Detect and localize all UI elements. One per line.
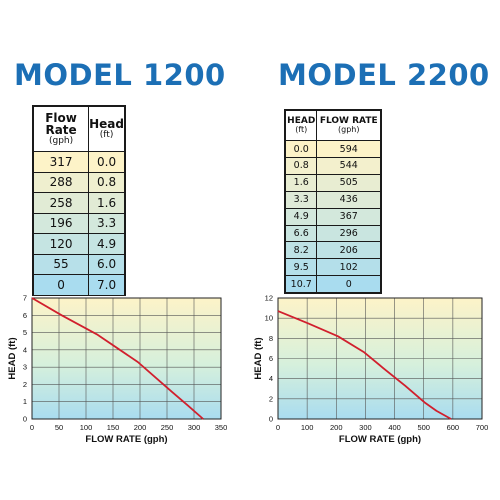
y-tick-label: 4 (269, 374, 273, 383)
y-tick-label: 2 (23, 380, 27, 389)
head-header: HEAD (ft) (285, 110, 318, 142)
model-2200-title: MODEL 2200 (278, 58, 490, 92)
x-tick-label: 300 (359, 423, 372, 432)
head-header: Head (ft) (88, 106, 125, 152)
x-tick-label: 400 (388, 423, 401, 432)
table-row: 10.7 0 (285, 275, 381, 293)
x-tick-label: 350 (215, 423, 228, 432)
table-row: 196 3.3 (33, 212, 125, 234)
x-tick-label: 150 (107, 423, 120, 432)
x-tick-label: 600 (447, 423, 460, 432)
table-row: 258 1.6 (33, 192, 125, 214)
y-tick-label: 6 (269, 354, 273, 363)
model-1200-chart: 0 50 100 150 200 250 300 350 0 1 2 3 4 5 6 7 FLOW RATE (… (7, 294, 227, 446)
x-tick-label: 0 (30, 423, 34, 432)
y-tick-label: 5 (23, 328, 27, 337)
table-row: 0 7.0 (33, 274, 125, 295)
x-tick-label: 700 (476, 423, 489, 432)
table-row: 6.6 296 (285, 224, 381, 243)
table-row: 9.5 102 (285, 258, 381, 277)
table-cell: 1.6 (88, 192, 125, 214)
y-tick-label: 1 (23, 397, 27, 406)
table-cell: 0 (33, 274, 90, 295)
pump-curve-line (277, 310, 452, 420)
x-tick-label: 100 (80, 423, 93, 432)
y-tick-label: 4 (23, 345, 27, 354)
table-cell: 10.7 (285, 275, 318, 293)
table-cell: 196 (33, 212, 90, 234)
y-tick-label: 0 (269, 415, 273, 424)
model-2200-chart: 0 100 200 300 400 500 600 700 0 2 4 6 8 10 12 FLOW RATE… (253, 294, 488, 446)
x-tick-label: 100 (301, 423, 314, 432)
x-tick-label: 50 (55, 423, 63, 432)
pump-curve-line (31, 297, 204, 420)
x-tick-label: 300 (188, 423, 201, 432)
y-tick-label: 2 (269, 394, 273, 403)
flow-rate-header: FLOW RATE (gph) (316, 110, 381, 142)
y-tick-label: 0 (23, 415, 27, 424)
y-axis-label: HEAD (ft) (7, 337, 18, 379)
x-tick-label: 200 (330, 423, 343, 432)
y-tick-label: 8 (269, 334, 273, 343)
model-1200-title: MODEL 1200 (14, 58, 226, 92)
plot-border (277, 297, 483, 420)
y-tick-label: 10 (265, 314, 273, 323)
x-tick-label: 200 (134, 423, 147, 432)
x-tick-label: 250 (161, 423, 174, 432)
table-row: 55 6.0 (33, 253, 125, 275)
table-cell: 258 (33, 192, 90, 214)
plot-area (32, 298, 221, 419)
table-cell: 0.0 (285, 140, 318, 158)
y-tick-label: 12 (265, 294, 273, 303)
table-cell: 8.2 (285, 241, 318, 260)
table-cell: 4.9 (88, 233, 125, 255)
table-cell: 288 (33, 171, 90, 193)
y-tick-label: 6 (23, 311, 27, 320)
table-row: 0.0 594 (285, 140, 381, 158)
x-tick-label: 0 (276, 423, 280, 432)
y-tick-label: 7 (23, 294, 27, 303)
plot-border (31, 297, 222, 420)
y-tick-label: 3 (23, 363, 27, 372)
table-row: 1.6 505 (285, 173, 381, 192)
x-axis-label: FLOW RATE (gph) (85, 434, 167, 445)
flow-rate-header: Flow Rate (gph) (33, 106, 90, 152)
table-cell: 0.8 (88, 171, 125, 193)
table-row: 288 0.8 (33, 171, 125, 193)
y-axis-label: HEAD (ft) (253, 337, 264, 379)
x-tick-label: 500 (417, 423, 430, 432)
table-row: 3.3 436 (285, 190, 381, 209)
x-axis-label: FLOW RATE (gph) (339, 434, 421, 445)
table-cell: 7.0 (88, 274, 125, 295)
model-1200-table: Flow Rate (gph) Head (ft) 317 0.0 288 0.8 25… (32, 105, 126, 296)
table-cell: 0 (316, 275, 381, 293)
model-2200-table: HEAD (ft) FLOW RATE (gph) 0.0 594 0.8 544 1.… (284, 109, 382, 294)
